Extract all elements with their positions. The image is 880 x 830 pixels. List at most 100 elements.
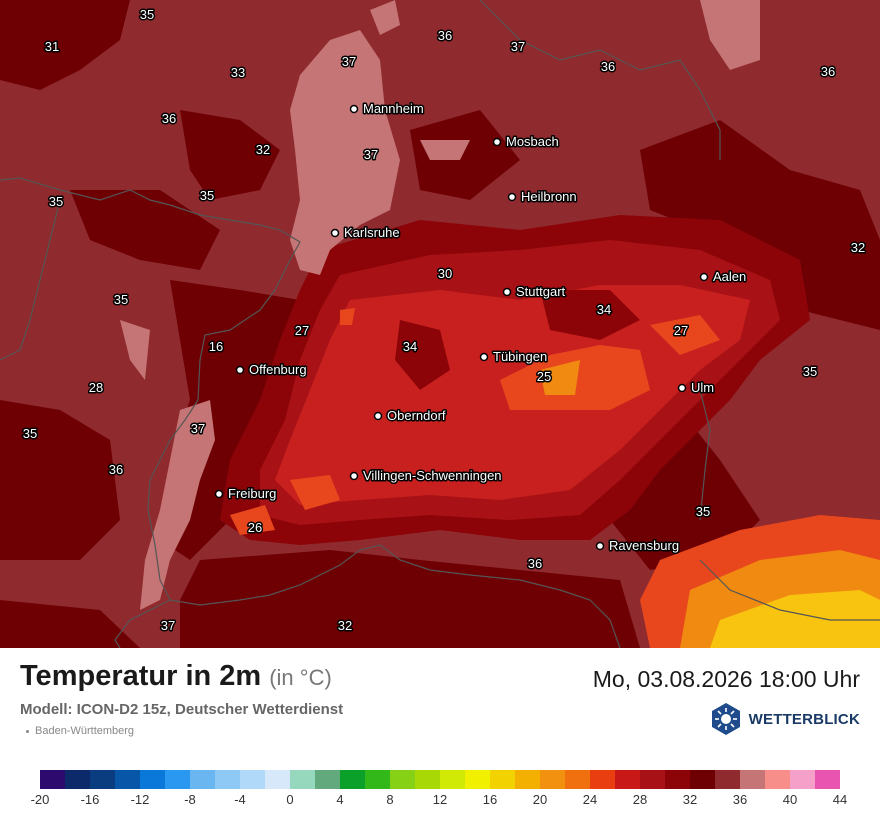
zone-34 <box>640 120 880 330</box>
legend-swatch <box>640 770 665 789</box>
city-dot <box>349 104 359 114</box>
temperature-value: 37 <box>511 39 525 54</box>
city-label: Karlsruhe <box>344 225 400 240</box>
legend-swatch <box>340 770 365 789</box>
city-label: Offenburg <box>249 362 307 377</box>
temperature-value: 37 <box>191 421 205 436</box>
city-markers: Mannheim Mosbach Heilbronn Karlsruhe Stuttga… <box>214 100 748 555</box>
zone-37 <box>700 0 760 70</box>
temperature-value: 36 <box>162 111 176 126</box>
zone-26 <box>340 308 355 325</box>
temperature-value: 36 <box>109 462 123 477</box>
zone-32 <box>540 290 640 340</box>
temperature-value: 32 <box>851 240 865 255</box>
zone-26 <box>290 475 340 510</box>
legend-swatch <box>315 770 340 789</box>
legend-tick-label: -8 <box>184 792 196 807</box>
temperature-value: 36 <box>438 28 452 43</box>
temperature-value: 35 <box>200 188 214 203</box>
city-label: Ulm <box>691 380 714 395</box>
legend-swatch <box>290 770 315 789</box>
temperature-value: 37 <box>342 54 356 69</box>
zone-hot <box>540 360 580 395</box>
title-unit: (in °C) <box>269 665 332 690</box>
legend-swatch <box>565 770 590 789</box>
city-dot <box>507 192 517 202</box>
city-label: Ravensburg <box>609 538 679 553</box>
zone-32 <box>395 320 450 390</box>
legend-tick-label: 12 <box>432 792 448 807</box>
zone-34 <box>0 400 120 560</box>
legend-swatch <box>690 770 715 789</box>
border-line <box>699 559 880 621</box>
border-line <box>479 0 721 160</box>
legend-swatch <box>40 770 65 789</box>
legend-tick-label: -12 <box>130 792 150 807</box>
legend-tick-label: 20 <box>532 792 548 807</box>
region-text: Baden-Württemberg <box>35 725 135 737</box>
temperature-value: 35 <box>803 364 817 379</box>
legend-swatch <box>815 770 840 789</box>
brand-name: WETTERBLICK <box>748 710 860 728</box>
legend-tick-label: 28 <box>632 792 648 807</box>
temperature-value: 36 <box>528 556 542 571</box>
legend-swatch <box>540 770 565 789</box>
title-row: Temperatur in 2m (in °C) <box>20 660 332 693</box>
legend-tick-label: 32 <box>682 792 698 807</box>
legend-swatch <box>465 770 490 789</box>
legend-swatch <box>490 770 515 789</box>
city-label: Tübingen <box>493 349 547 364</box>
temperature-value: 37 <box>161 618 175 633</box>
legend-swatch <box>265 770 290 789</box>
city-label: Mosbach <box>506 134 559 149</box>
page-title: Temperatur in 2m <box>20 660 262 692</box>
legend-swatch <box>365 770 390 789</box>
temperature-value: 34 <box>403 339 417 354</box>
legend-tick-label: 16 <box>482 792 498 807</box>
city-dot <box>699 272 709 282</box>
border-line <box>699 389 711 521</box>
zone-37 <box>120 320 150 380</box>
temperature-map: 35 31 33 36 32 37 37 36 37 36 36 35 35 35 32 30 34 27 34 16… <box>0 0 880 648</box>
zone-hot <box>710 590 880 648</box>
zone-37 <box>370 0 400 35</box>
city-dot <box>479 352 489 362</box>
bullet-icon <box>26 729 29 733</box>
legend-swatch <box>90 770 115 789</box>
color-legend: -20 -16 -12 -8 -4 0 4 8 12 16 20 24 28 32 36 40 44 <box>31 770 847 820</box>
legend-swatch <box>615 770 640 789</box>
city-label: Heilbronn <box>521 189 577 204</box>
city-dot <box>492 137 502 147</box>
legend-tick-label: -20 <box>30 792 50 807</box>
model-info: Modell: ICON-D2 15z, Deutscher Wetterdie… <box>20 701 344 718</box>
legend-swatch <box>115 770 140 789</box>
zone-34 <box>0 0 130 90</box>
temperature-value: 25 <box>537 369 551 384</box>
city-dot <box>349 471 359 481</box>
city-label: Aalen <box>713 269 746 284</box>
temperature-value: 36 <box>821 64 835 79</box>
temperature-value: 32 <box>256 142 270 157</box>
legend-swatch <box>240 770 265 789</box>
forecast-datetime: Mo, 03.08.2026 18:00 Uhr <box>592 666 860 692</box>
zone-37 <box>140 400 215 610</box>
legend-swatch <box>415 770 440 789</box>
zone-34 <box>410 110 520 200</box>
temperature-value: 37 <box>364 147 378 162</box>
border-line <box>0 199 61 361</box>
legend-tick-label: -4 <box>234 792 246 807</box>
border-line <box>169 544 621 648</box>
temperature-value: 32 <box>338 618 352 633</box>
temperature-value: 27 <box>295 323 309 338</box>
city-dot <box>595 541 605 551</box>
city-dot <box>330 228 340 238</box>
legend-tick-label: -16 <box>80 792 100 807</box>
border-line <box>0 177 301 648</box>
city-label: Stuttgart <box>516 284 566 299</box>
legend-swatch <box>740 770 765 789</box>
legend-swatch <box>190 770 215 789</box>
temperature-value: 28 <box>89 380 103 395</box>
legend-swatch <box>215 770 240 789</box>
zone-37 <box>290 30 400 275</box>
legend-swatch <box>440 770 465 789</box>
